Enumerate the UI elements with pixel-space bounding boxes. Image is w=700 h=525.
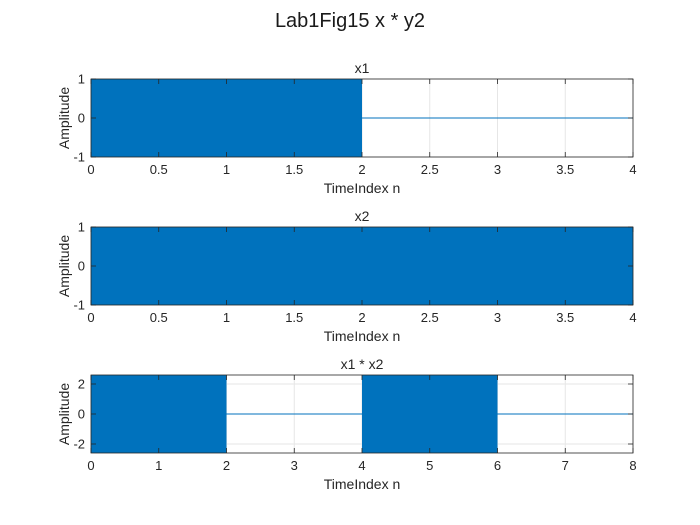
x-tick-label: 0.5 — [150, 162, 168, 177]
x-tick-label: 0 — [87, 458, 94, 473]
y-axis-label: Amplitude — [56, 87, 72, 149]
x-tick-label: 1 — [155, 458, 162, 473]
x-tick-label: 3 — [291, 458, 298, 473]
y-tick-label: 0 — [78, 259, 85, 274]
x-tick-label: 0.5 — [150, 310, 168, 325]
x-tick-label: 5 — [426, 458, 433, 473]
x-tick-label: 0 — [87, 310, 94, 325]
x-tick-label: 0 — [87, 162, 94, 177]
x-tick-label: 4 — [629, 310, 636, 325]
x-axis-label: TimeIndex n — [324, 328, 401, 344]
figure-title: Lab1Fig15 x * y2 — [274, 10, 426, 32]
x-tick-label: 1 — [223, 310, 230, 325]
signal-oscillation-band — [91, 375, 227, 453]
subplot-title: x1 — [355, 60, 370, 76]
y-tick-label: 1 — [78, 220, 85, 235]
y-tick-label: 0 — [78, 407, 85, 422]
x-tick-label: 1.5 — [285, 310, 303, 325]
x-tick-label: 3.5 — [556, 310, 574, 325]
signal-oscillation-band — [91, 227, 633, 305]
y-axis-label: Amplitude — [56, 235, 72, 297]
y-tick-label: 0 — [78, 111, 85, 126]
x-tick-label: 2.5 — [421, 162, 439, 177]
signal-oscillation-band — [91, 79, 362, 157]
y-tick-label: -1 — [73, 150, 85, 165]
y-tick-label: -2 — [73, 437, 85, 452]
y-axis-label: Amplitude — [56, 383, 72, 445]
x-axis-label: TimeIndex n — [324, 180, 401, 196]
signal-oscillation-band — [362, 375, 498, 453]
x-tick-label: 2 — [358, 162, 365, 177]
x-tick-label: 2 — [223, 458, 230, 473]
y-tick-label: 2 — [78, 377, 85, 392]
x-axis-label: TimeIndex n — [324, 476, 401, 492]
x-tick-label: 4 — [358, 458, 365, 473]
x-tick-label: 2 — [358, 310, 365, 325]
subplot-title: x2 — [355, 208, 370, 224]
x-tick-label: 1.5 — [285, 162, 303, 177]
x-tick-label: 2.5 — [421, 310, 439, 325]
x-tick-label: 4 — [629, 162, 636, 177]
x-tick-label: 3 — [494, 162, 501, 177]
x-tick-label: 3 — [494, 310, 501, 325]
subplot-title: x1 * x2 — [341, 356, 384, 372]
x-tick-label: 8 — [629, 458, 636, 473]
x-tick-label: 1 — [223, 162, 230, 177]
x-tick-label: 6 — [494, 458, 501, 473]
y-tick-label: 1 — [78, 72, 85, 87]
x-tick-label: 7 — [562, 458, 569, 473]
x-tick-label: 3.5 — [556, 162, 574, 177]
y-tick-label: -1 — [73, 298, 85, 313]
